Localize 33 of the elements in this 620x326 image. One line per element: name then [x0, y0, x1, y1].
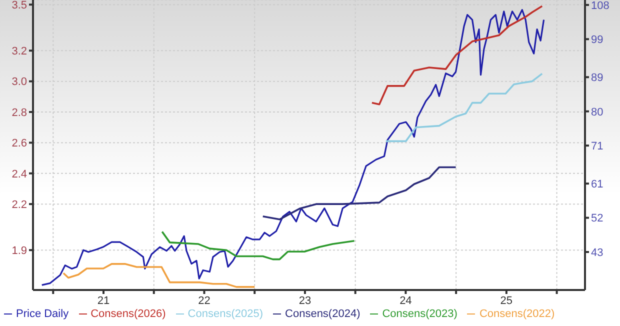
- legend-label: Consens(2024): [285, 308, 360, 320]
- y-tick-label: 3.2: [12, 46, 27, 58]
- x-tick-label: 23: [298, 294, 312, 307]
- legend-label: Consens(2026): [90, 308, 166, 320]
- line-series: [384, 72, 543, 142]
- y-tick-label: 3.5: [12, 0, 27, 12]
- y-tick-label: 2.4: [12, 168, 27, 180]
- y2-tick-label: 61: [591, 178, 604, 190]
- y-tick-label: 1.9: [12, 245, 27, 258]
- line-series: [262, 166, 457, 220]
- y-tick-label: 2.2: [12, 198, 27, 211]
- legend-label: Consens(2022): [479, 308, 555, 320]
- x-tick-label: 22: [198, 294, 210, 307]
- y2-tick-label: 52: [591, 212, 604, 225]
- x-tick-label: 21: [97, 294, 110, 307]
- y2-tick-label: 99: [591, 34, 604, 46]
- y2-tick-label: 89: [591, 72, 604, 84]
- legend-label: Consens(2025): [188, 308, 264, 320]
- y-tick-label: 2.6: [12, 138, 27, 150]
- y2-tick-label: 80: [591, 106, 604, 118]
- legend-label: Price Daily: [16, 308, 69, 320]
- line-series: [161, 230, 356, 260]
- line-series: [371, 5, 543, 106]
- y2-tick-label: 108: [591, 0, 610, 12]
- x-tick-label: 25: [500, 294, 513, 307]
- line-series: [41, 9, 545, 286]
- y2-tick-label: 43: [591, 246, 604, 259]
- y-tick-label: 3.0: [12, 76, 27, 88]
- x-tick-label: 24: [400, 294, 412, 307]
- y-tick-label: 2.8: [12, 106, 27, 119]
- y2-tick-label: 71: [591, 140, 604, 152]
- legend-label: Consens(2023): [382, 308, 458, 320]
- line-series: [62, 263, 256, 288]
